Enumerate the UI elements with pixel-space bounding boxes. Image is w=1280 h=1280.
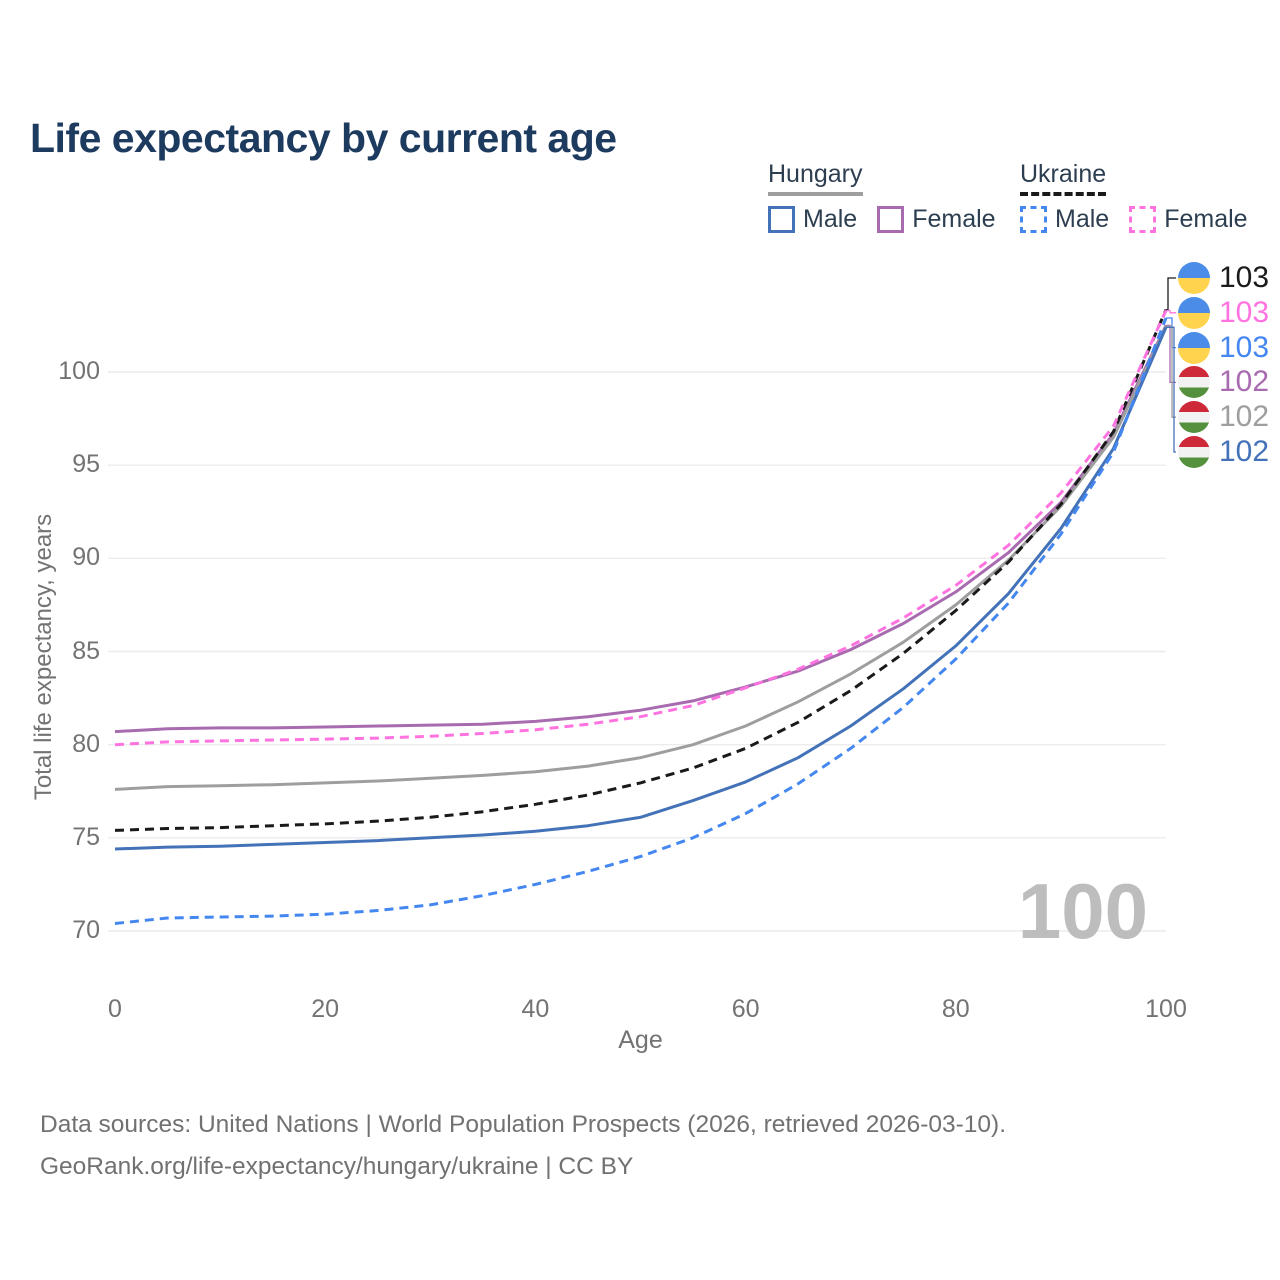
legend-country-hungary[interactable]: Hungary	[768, 160, 863, 196]
end-label-value: 103	[1219, 330, 1270, 364]
end-label-hungary-female: 102	[1178, 365, 1269, 399]
y-tick-label-75: 75	[72, 822, 100, 851]
y-tick-label-80: 80	[72, 729, 100, 758]
x-axis-title: Age	[618, 1026, 663, 1054]
legend-item-ukraine-female[interactable]: Female	[1129, 205, 1248, 234]
series-line-hungary-female	[114, 324, 1168, 734]
legend-item-label: Male	[1055, 205, 1110, 233]
ukraine-flag-icon	[1178, 296, 1210, 329]
legend-row-ukraine: Male Female	[1020, 205, 1248, 234]
ukraine-flag-icon	[1178, 331, 1210, 364]
legend-item-label: Female	[1164, 205, 1248, 233]
leader-line-hungary-male	[1166, 326, 1176, 453]
legend-row-hungary: Male Female	[768, 205, 996, 234]
hungary-male-swatch-icon	[768, 206, 795, 233]
end-label-ukraine-male: 103	[1178, 331, 1269, 365]
chart-canvas	[108, 277, 1176, 932]
ukraine-male-swatch-icon	[1020, 206, 1047, 233]
end-label-value: 103	[1219, 261, 1270, 294]
end-label-value: 102	[1219, 435, 1270, 468]
hungary-flag-icon	[1178, 401, 1210, 434]
y-axis-title: Total life expectancy, years	[30, 513, 57, 801]
legend-item-ukraine-male[interactable]: Male	[1020, 205, 1109, 234]
y-tick-label-70: 70	[72, 916, 100, 944]
x-tick-label-0: 0	[108, 995, 122, 1023]
ukraine-female-swatch-icon	[1129, 206, 1157, 233]
end-label-hungary-total: 102	[1178, 400, 1269, 434]
y-tick-label-85: 85	[72, 636, 100, 665]
x-tick-label-60: 60	[731, 995, 760, 1023]
x-tick-label-80: 80	[941, 995, 970, 1023]
series-line-ukraine-male	[114, 317, 1168, 925]
footer-data-sources: Data sources: United Nations | World Pop…	[40, 1111, 1007, 1138]
series-line-hungary-total	[114, 325, 1168, 791]
series-line-hungary-male	[114, 326, 1168, 851]
footer: Data sources: United Nations | World Pop…	[40, 1104, 1006, 1188]
end-label-ukraine-total: 103	[1178, 261, 1269, 295]
end-label-value: 102	[1219, 400, 1270, 434]
ukraine-flag-icon	[1178, 262, 1210, 294]
y-tick-label-90: 90	[72, 543, 100, 572]
legend-country-ukraine[interactable]: Ukraine	[1020, 160, 1107, 196]
x-tick-label-20: 20	[311, 995, 340, 1023]
end-label-value: 102	[1219, 365, 1270, 399]
end-label-value: 103	[1219, 295, 1270, 329]
end-label-hungary-male: 102	[1178, 435, 1269, 469]
leader-line-ukraine-total	[1166, 277, 1176, 311]
legend-item-label: Female	[912, 205, 996, 233]
legend-group-ukraine: Ukraine Male Female	[1020, 160, 1248, 234]
series-line-ukraine-total	[114, 309, 1168, 832]
end-label-ukraine-female: 103	[1178, 296, 1269, 330]
age-counter-watermark: 100	[1017, 867, 1148, 955]
legend-item-hungary-female[interactable]: Female	[877, 205, 996, 234]
footer-attribution: GeoRank.org/life-expectancy/hungary/ukra…	[40, 1153, 634, 1180]
x-tick-label-100: 100	[1145, 995, 1187, 1023]
series-line-ukraine-female	[114, 309, 1168, 747]
x-tick-label-40: 40	[521, 995, 550, 1023]
leader-line-ukraine-female	[1166, 309, 1176, 314]
y-tick-label-100: 100	[58, 357, 100, 385]
legend-item-label: Male	[803, 205, 858, 233]
page-title: Life expectancy by current age	[30, 115, 617, 162]
hungary-female-swatch-icon	[877, 206, 905, 233]
legend-group-hungary: Hungary Male Female	[768, 160, 996, 234]
hungary-flag-icon	[1178, 436, 1210, 468]
y-tick-label-95: 95	[72, 450, 100, 479]
legend-item-hungary-male[interactable]: Male	[768, 205, 857, 234]
hungary-flag-icon	[1178, 366, 1210, 399]
leader-line-hungary-female	[1166, 324, 1176, 384]
